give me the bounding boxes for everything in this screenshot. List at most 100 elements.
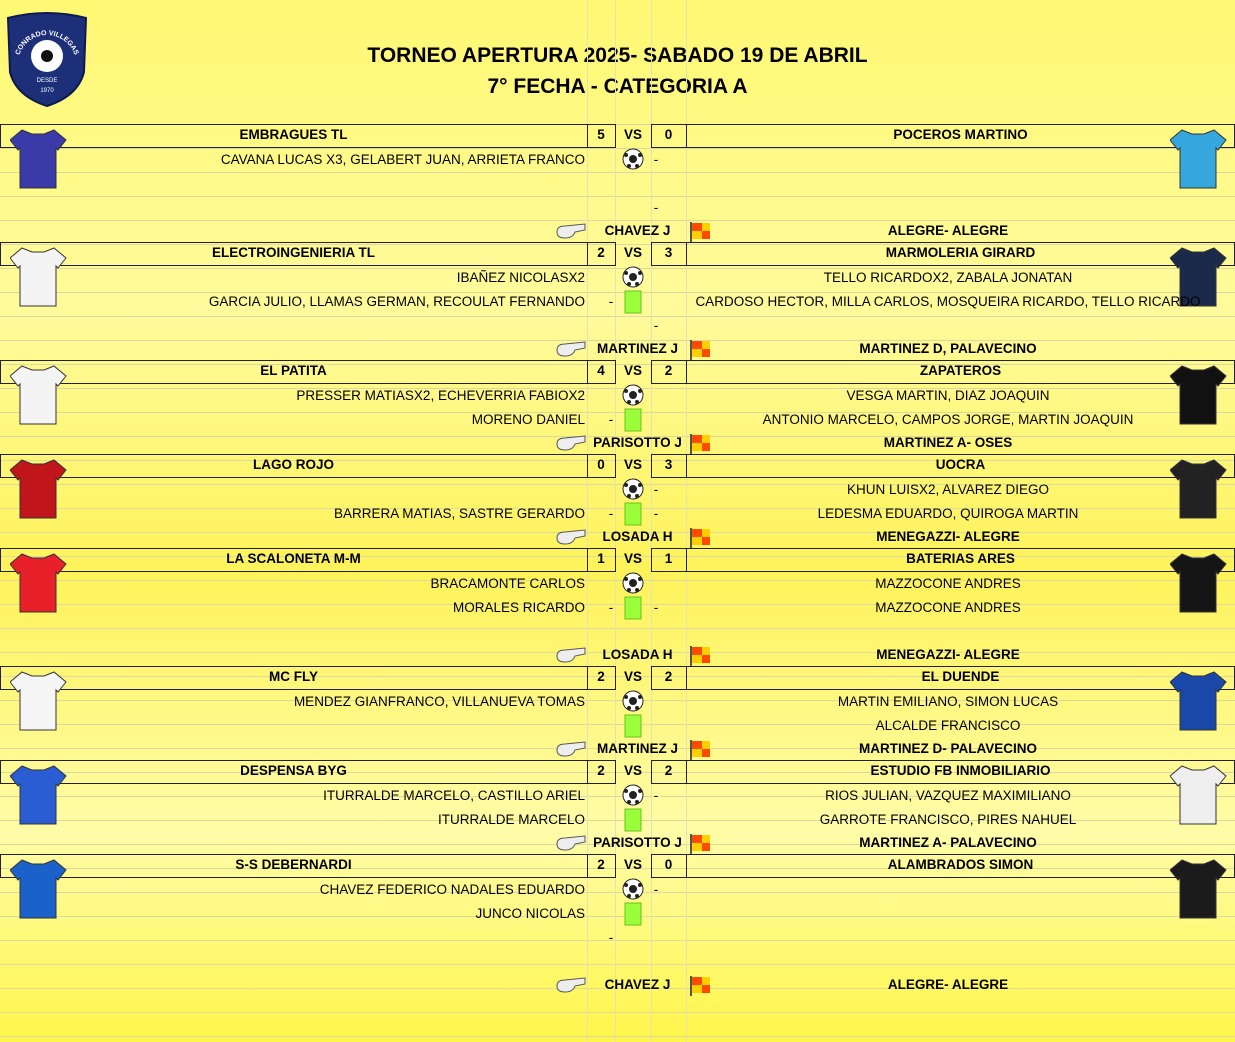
away-score: 2	[664, 763, 673, 778]
logo-since: DESDE	[37, 78, 58, 84]
referee: PARISOTTO J	[593, 435, 682, 450]
grid-line	[0, 652, 1235, 653]
grid-line	[0, 964, 1235, 965]
away-jersey	[1169, 246, 1228, 308]
grid-line	[0, 700, 1235, 701]
home-scorers: BARRERA MATIAS, SASTRE GERARDO	[333, 506, 585, 521]
grid-line	[0, 172, 1235, 173]
away-jersey	[1169, 128, 1228, 190]
home-score: 4	[597, 363, 605, 378]
goal-icon	[622, 784, 644, 806]
assistants: MARTINEZ D, PALAVECINO	[859, 341, 1037, 356]
grid-line	[0, 460, 1235, 461]
away-team: MARMOLERIA GIRARD	[885, 245, 1036, 260]
grid-line	[0, 484, 1235, 485]
assistants: MARTINEZ A- OSES	[883, 435, 1013, 450]
grid-line	[0, 820, 1235, 821]
grid-line	[0, 844, 1235, 845]
vs-label: VS	[623, 551, 642, 566]
grid-line	[0, 292, 1235, 293]
away-jersey	[1169, 764, 1228, 826]
dash: -	[653, 882, 659, 897]
card-icon	[622, 808, 644, 832]
away-scorers: MAZZOCONE ANDRES	[875, 576, 1021, 591]
dash: -	[653, 600, 659, 615]
vs-label: VS	[623, 669, 642, 684]
goal-icon	[622, 266, 644, 288]
grid-line	[0, 892, 1235, 893]
grid-line	[0, 580, 1235, 581]
title: TORNEO APERTURA 2025- SABADO 19 DE ABRIL	[367, 44, 868, 67]
away-scorers: MAZZOCONE ANDRES	[875, 600, 1021, 615]
vs-label: VS	[623, 127, 642, 142]
card-icon	[622, 290, 644, 314]
referee: LOSADA H	[602, 529, 673, 544]
flag-icon	[688, 738, 712, 760]
home-jersey	[9, 246, 68, 308]
grid-line	[0, 508, 1235, 509]
home-scorers: BRACAMONTE CARLOS	[430, 576, 585, 591]
away-scorers: TELLO RICARDOX2, ZABALA JONATAN	[823, 270, 1073, 285]
away-team: ESTUDIO FB INMOBILIARIO	[870, 763, 1051, 778]
grid-line	[0, 196, 1235, 197]
referee: MARTINEZ J	[597, 741, 678, 756]
away-score: 0	[664, 857, 673, 872]
home-scorers: ITURRALDE MARCELO	[437, 812, 585, 827]
score-box	[587, 360, 616, 384]
score-box	[587, 854, 616, 878]
score-box	[587, 666, 616, 690]
home-scorers: IBAÑEZ NICOLASX2	[456, 270, 585, 285]
away-jersey	[1169, 364, 1228, 426]
away-team: BATERIAS ARES	[906, 551, 1015, 566]
flag-icon	[688, 644, 712, 666]
home-scorers: GARCIA JULIO, LLAMAS GERMAN, RECOULAT FE…	[208, 294, 585, 309]
home-score: 2	[597, 669, 605, 684]
dash: -	[653, 200, 659, 215]
grid-line	[0, 124, 1235, 125]
home-scorers: MORENO DANIEL	[471, 412, 585, 427]
grid-line	[0, 1012, 1235, 1013]
grid-line	[0, 220, 1235, 221]
home-score: 2	[597, 857, 605, 872]
home-score: 1	[597, 551, 605, 566]
flag-icon	[688, 974, 712, 996]
home-jersey	[9, 552, 68, 614]
score-box	[587, 760, 616, 784]
dash: -	[608, 930, 614, 945]
home-score: 0	[597, 457, 605, 472]
home-team: DESPENSA BYG	[240, 763, 347, 778]
vs-label: VS	[623, 457, 642, 472]
away-scorers: GARROTE FRANCISCO, PIRES NAHUEL	[819, 812, 1077, 827]
score-box	[587, 454, 616, 478]
card-icon	[622, 502, 644, 526]
grid-line	[587, 0, 588, 1042]
home-scorers: ITURRALDE MARCELO, CASTILLO ARIEL	[323, 788, 585, 803]
home-jersey	[9, 670, 68, 732]
grid-line	[0, 940, 1235, 941]
whistle-icon	[555, 432, 587, 454]
grid-line	[0, 988, 1235, 989]
grid-line	[0, 748, 1235, 749]
home-team: S-S DEBERNARDI	[235, 857, 352, 872]
card-icon	[622, 596, 644, 620]
away-jersey	[1169, 858, 1228, 920]
referee: PARISOTTO J	[593, 835, 682, 850]
grid-line	[0, 268, 1235, 269]
assistants: MENEGAZZI- ALEGRE	[876, 647, 1020, 662]
grid-line	[0, 1036, 1235, 1037]
score-box	[587, 548, 616, 572]
club-logo: DESDE 1970 CONRADO VILLEGAS	[6, 12, 88, 108]
grid-line	[686, 0, 687, 1042]
away-score: 3	[664, 457, 673, 472]
goal-icon	[622, 478, 644, 500]
away-scorers: MARTIN EMILIANO, SIMON LUCAS	[837, 694, 1059, 709]
grid-line	[0, 316, 1235, 317]
home-jersey	[9, 858, 68, 920]
whistle-icon	[555, 644, 587, 666]
home-team: ELECTROINGENIERIA TL	[211, 245, 375, 260]
home-score: 2	[597, 763, 605, 778]
card-icon	[622, 902, 644, 926]
dash: -	[653, 152, 659, 167]
grid-line	[0, 772, 1235, 773]
